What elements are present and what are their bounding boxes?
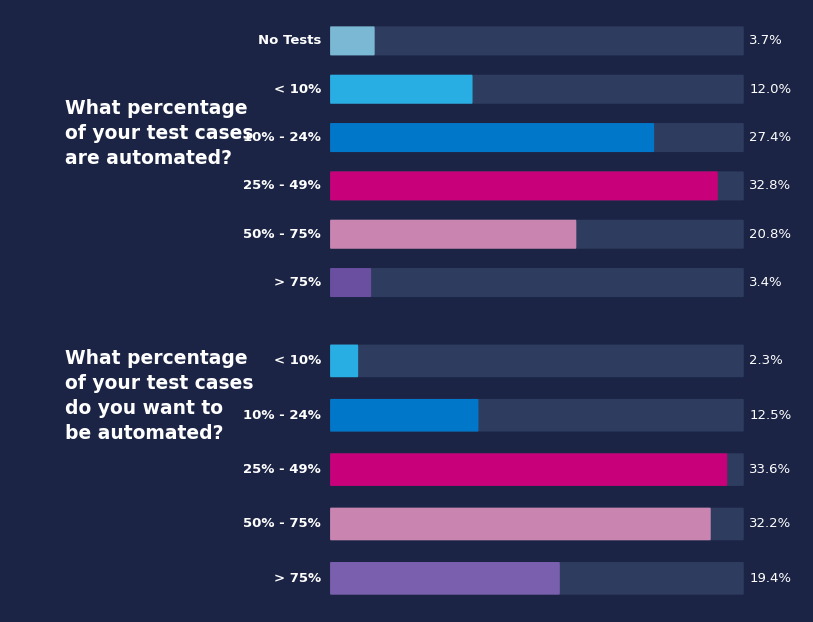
FancyBboxPatch shape: [330, 220, 744, 249]
Text: 19.4%: 19.4%: [749, 572, 791, 585]
Text: < 10%: < 10%: [274, 355, 321, 368]
FancyBboxPatch shape: [330, 508, 711, 541]
FancyBboxPatch shape: [330, 345, 359, 377]
FancyBboxPatch shape: [330, 172, 718, 200]
Text: 33.6%: 33.6%: [749, 463, 791, 476]
FancyBboxPatch shape: [330, 268, 371, 297]
FancyBboxPatch shape: [330, 562, 744, 595]
Text: 12.5%: 12.5%: [749, 409, 791, 422]
Text: 20.8%: 20.8%: [749, 228, 791, 241]
FancyBboxPatch shape: [330, 26, 744, 55]
FancyBboxPatch shape: [330, 220, 576, 249]
Text: 32.2%: 32.2%: [749, 518, 791, 531]
Text: No Tests: No Tests: [258, 34, 321, 47]
FancyBboxPatch shape: [330, 75, 744, 104]
Text: 32.8%: 32.8%: [749, 179, 791, 192]
Text: 12.0%: 12.0%: [749, 83, 791, 96]
Text: 10% - 24%: 10% - 24%: [243, 131, 321, 144]
FancyBboxPatch shape: [330, 345, 744, 377]
Text: 25% - 49%: 25% - 49%: [243, 179, 321, 192]
FancyBboxPatch shape: [330, 562, 560, 595]
FancyBboxPatch shape: [330, 123, 654, 152]
Text: > 75%: > 75%: [274, 276, 321, 289]
Text: 10% - 24%: 10% - 24%: [243, 409, 321, 422]
Text: 3.7%: 3.7%: [749, 34, 783, 47]
Text: What percentage
of your test cases
are automated?: What percentage of your test cases are a…: [65, 99, 254, 168]
FancyBboxPatch shape: [330, 268, 744, 297]
FancyBboxPatch shape: [330, 75, 472, 104]
FancyBboxPatch shape: [330, 453, 728, 486]
FancyBboxPatch shape: [330, 123, 744, 152]
Text: 3.4%: 3.4%: [749, 276, 783, 289]
Text: > 75%: > 75%: [274, 572, 321, 585]
Text: 25% - 49%: 25% - 49%: [243, 463, 321, 476]
Text: 27.4%: 27.4%: [749, 131, 791, 144]
FancyBboxPatch shape: [330, 453, 744, 486]
Text: 50% - 75%: 50% - 75%: [243, 518, 321, 531]
Text: 2.3%: 2.3%: [749, 355, 783, 368]
FancyBboxPatch shape: [330, 508, 744, 541]
Text: < 10%: < 10%: [274, 83, 321, 96]
FancyBboxPatch shape: [330, 26, 375, 55]
Text: What percentage
of your test cases
do you want to
be automated?: What percentage of your test cases do yo…: [65, 350, 254, 443]
FancyBboxPatch shape: [330, 399, 478, 432]
FancyBboxPatch shape: [330, 172, 744, 200]
Text: 50% - 75%: 50% - 75%: [243, 228, 321, 241]
FancyBboxPatch shape: [330, 399, 744, 432]
